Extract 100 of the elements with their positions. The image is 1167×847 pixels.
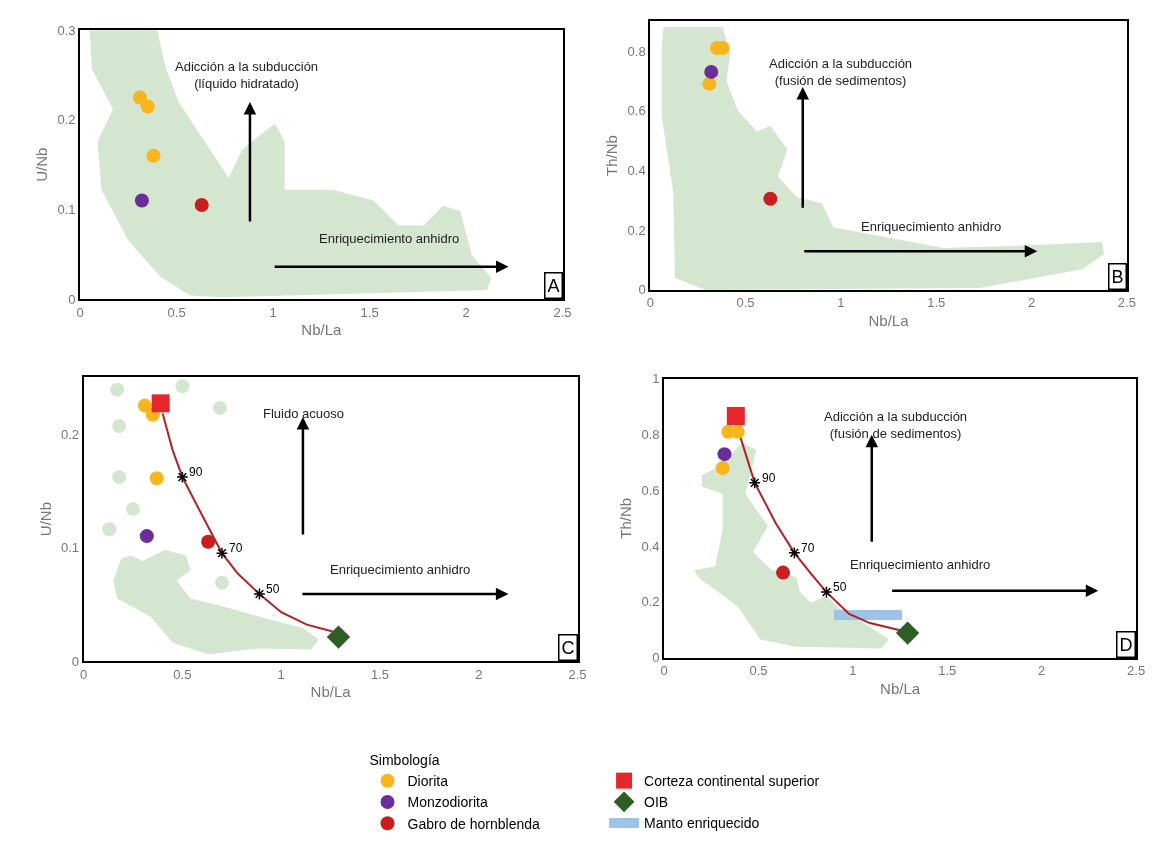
y-tick-label: 0.6 [641,482,660,498]
point [788,546,801,559]
legend-label: Monzodiorita [407,794,488,811]
x-tick-label: 2.5 [1127,663,1146,679]
point [112,419,127,434]
x-tick-label: 0.5 [749,663,768,679]
x-tick-label: 1 [849,663,857,679]
x-tick-label: 2 [475,666,483,682]
x-tick-label: 1 [269,304,277,320]
point [146,148,161,163]
annotation: 70 [229,541,243,555]
annotation: 50 [266,582,280,596]
annotation: D [1119,634,1133,655]
y-tick-label: 0.2 [641,594,660,610]
legend-label: OIB [644,794,669,811]
point [748,476,761,490]
annotation: Enriquecimiento anhidro [861,219,1002,234]
annotation: B [1111,266,1124,287]
point [726,406,745,425]
x-tick-label: 2.5 [568,666,587,682]
x-tick-label: 2.5 [553,304,572,320]
y-tick-label: 0 [638,282,646,298]
annotation: Adicción a la subducción (fusión de sedimentos) [769,56,913,88]
point [175,379,190,394]
x-tick-label: 2 [462,304,470,320]
x-tick-label: 1.5 [370,666,390,682]
y-tick-label: 0.2 [57,112,76,128]
x-tick-label: 0.5 [736,295,755,311]
y-tick-label: 0 [71,653,80,669]
point [214,575,229,590]
y-tick-label: 0.6 [627,103,646,119]
x-axis-title: Nb/La [880,679,921,697]
x-tick-label: 2.5 [1117,295,1136,311]
point [110,382,125,397]
x-tick-label: 1 [837,295,845,311]
point [140,99,155,114]
annotation: 90 [189,465,203,479]
y-tick-label: 0.4 [641,538,660,554]
legend-label: Manto enriquecido [644,815,760,832]
point [201,534,216,549]
annotation: A [547,275,560,296]
y-tick-label: 0.2 [627,222,646,238]
point [895,621,920,645]
x-tick-label: 1 [277,666,285,682]
annotation: Enriquecimiento anhidro [319,231,460,246]
point [194,197,209,212]
point [702,76,717,91]
x-tick-label: 1.5 [360,304,379,320]
x-axis-title: Nb/La [310,683,352,701]
point [137,398,152,413]
point [176,470,189,484]
point [715,461,730,476]
x-tick-label: 0.5 [173,666,192,682]
y-axis-title: Th/Nb [603,135,621,176]
annotation: 90 [762,471,776,485]
legend-label: Corteza continental superior [644,773,820,790]
y-axis-title: U/Nb [33,147,51,182]
point [149,471,164,486]
point [102,522,117,537]
legend-title: Simbología [369,752,440,769]
annotation: Adicción a la subducción (líquido hidratado) [175,59,319,91]
y-tick-label: 0.4 [627,162,646,178]
y-tick-label: 0.2 [60,426,80,442]
annotation: 70 [801,541,815,555]
point [253,587,266,601]
point [215,546,229,560]
y-tick-label: 0 [652,650,660,666]
legend-label: Gabro de hornblenda [407,815,541,832]
y-tick-label: 0.8 [627,43,646,59]
point [763,191,778,206]
point [112,470,127,485]
y-axis-title: U/Nb [36,502,54,537]
annotation: Enriquecimiento anhidro [850,557,991,572]
x-axis-title: Nb/La [868,311,910,329]
point [134,193,149,208]
point [704,64,719,79]
point [132,90,147,105]
x-tick-label: 1.5 [927,295,946,311]
x-axis-title: Nb/La [301,321,343,339]
x-tick-label: 0.5 [167,304,186,320]
point [139,529,154,544]
y-tick-label: 0.1 [57,202,76,218]
annotation: 50 [833,580,847,594]
annotation: Fluido acuoso [263,406,344,421]
y-tick-label: 0.1 [60,540,80,556]
x-tick-label: 2 [1038,663,1046,679]
x-tick-label: 1.5 [938,663,957,679]
legend-label: Diorita [407,773,449,790]
point [717,447,732,462]
y-tick-label: 0.8 [641,427,660,443]
annotation: C [561,637,575,658]
y-axis-title: Th/Nb [617,497,635,539]
annotation: Adicción a la subducción (fusión de sedimentos) [824,409,968,441]
point [326,625,351,649]
y-tick-label: 1 [652,371,660,387]
annotation: Enriquecimiento anhidro [330,562,471,577]
y-tick-label: 0.3 [57,22,76,38]
x-tick-label: 2 [1027,295,1036,311]
point [776,565,791,580]
point [212,400,227,415]
